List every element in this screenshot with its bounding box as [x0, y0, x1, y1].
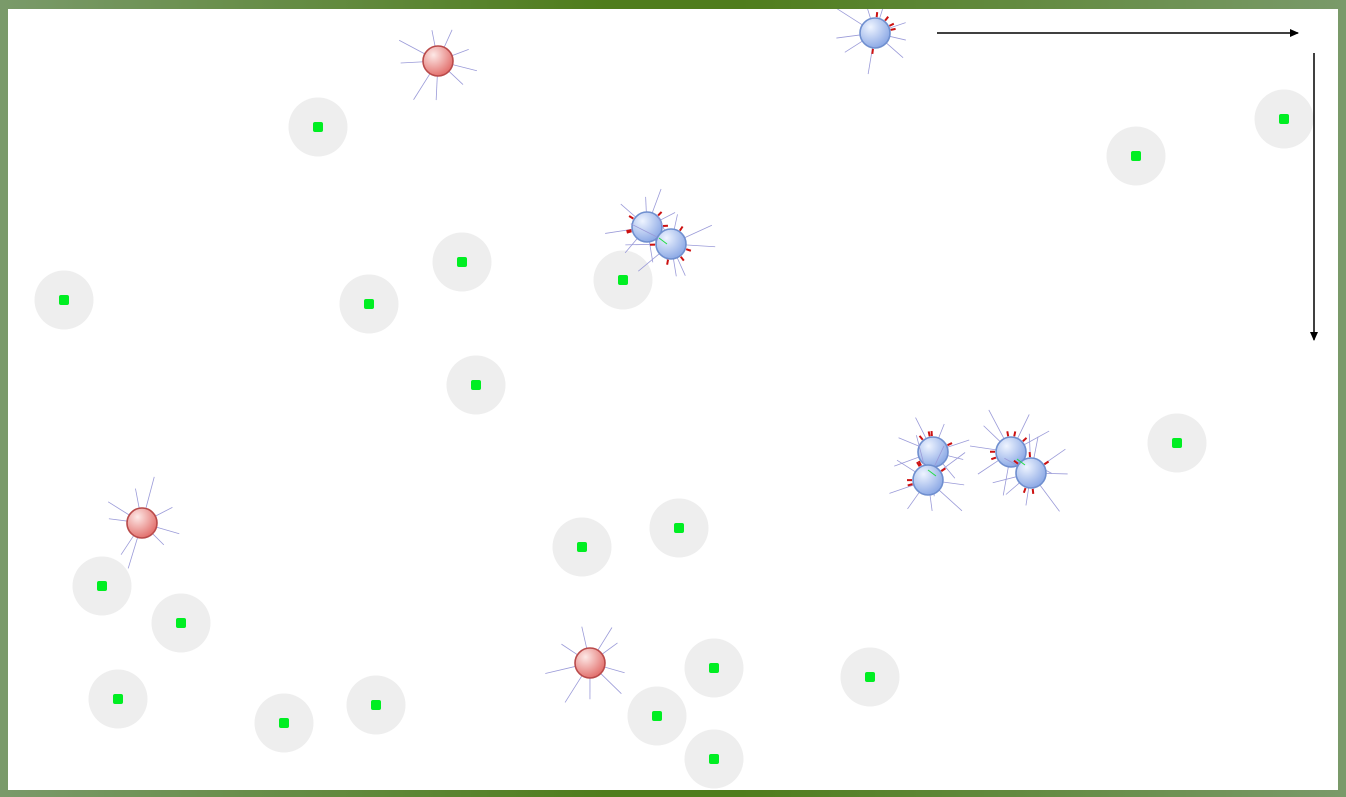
food-pellet-icon: [288, 97, 348, 157]
arena: [8, 9, 1338, 790]
food-pellet-icon: [1254, 89, 1314, 149]
food-pellet-icon: [840, 647, 900, 707]
food-pellet-icon: [627, 686, 687, 746]
blue-agent-icon: [889, 435, 966, 512]
food-pellet-icon: [1106, 126, 1166, 186]
food-pellet-icon: [552, 517, 612, 577]
food-pellet-icon: [684, 638, 744, 698]
blue-agent-icon: [836, 9, 906, 75]
contact-marker: [927, 469, 937, 477]
blue-agent-icon: [894, 417, 970, 497]
food-layer: [34, 89, 1314, 789]
blue-agent-icon: [992, 433, 1068, 512]
red-agent-icon: [545, 626, 625, 703]
contact-marker: [658, 237, 668, 245]
food-pellet-icon: [446, 355, 506, 415]
food-pellet-icon: [339, 274, 399, 334]
food-pellet-icon: [34, 270, 94, 330]
food-pellet-icon: [593, 250, 653, 310]
red-agent-icon: [398, 29, 477, 101]
agent-layer: [107, 9, 1068, 703]
food-pellet-icon: [1147, 413, 1207, 473]
food-pellet-icon: [72, 556, 132, 616]
food-pellet-icon: [254, 693, 314, 753]
red-agent-icon: [107, 476, 180, 569]
blue-agent-icon: [625, 214, 716, 277]
arena-canvas: [34, 9, 1318, 789]
food-pellet-icon: [346, 675, 406, 735]
contact-marker: [1016, 458, 1026, 466]
food-pellet-icon: [649, 498, 709, 558]
food-pellet-icon: [432, 232, 492, 292]
food-pellet-icon: [88, 669, 148, 729]
axis-arrows: [937, 29, 1318, 341]
food-pellet-icon: [684, 729, 744, 789]
food-pellet-icon: [151, 593, 211, 653]
